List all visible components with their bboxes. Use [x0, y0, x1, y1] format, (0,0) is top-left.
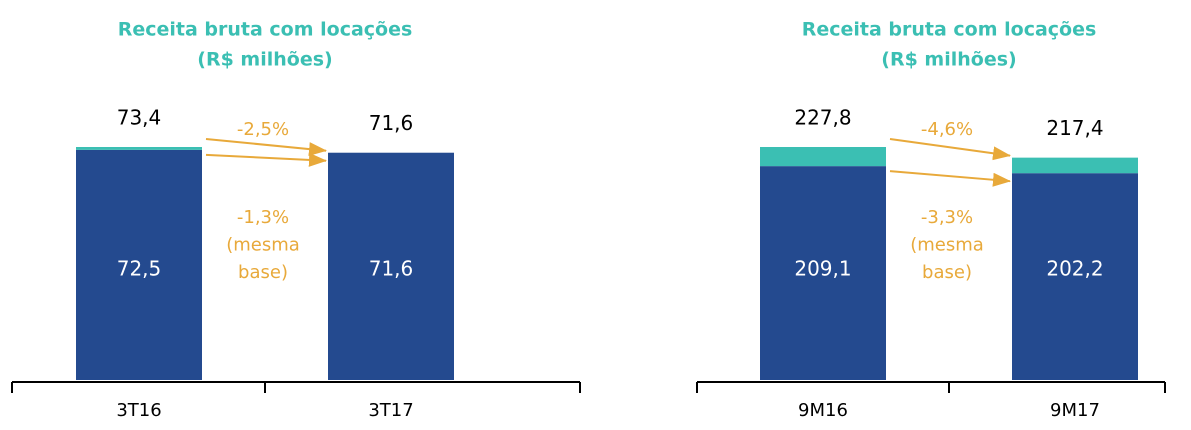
chart-subtitle: (R$ milhões) [197, 49, 332, 71]
x-tick-label: 9M17 [1050, 400, 1100, 421]
bar-segment [760, 147, 886, 167]
bar-segment [1012, 173, 1138, 380]
x-tick-label: 3T16 [116, 400, 161, 421]
annotation: (mesma [910, 235, 984, 256]
bar-segment [76, 147, 202, 150]
total-label: 217,4 [1046, 116, 1103, 140]
annotation: base) [922, 262, 972, 283]
chart-title: Receita bruta com locações [118, 19, 413, 41]
annotation: -1,3% [237, 207, 289, 228]
bar-value-label: 202,2 [1046, 257, 1103, 281]
chart-subtitle: (R$ milhões) [881, 49, 1016, 71]
bar-segment [328, 152, 454, 380]
chart-title: Receita bruta com locações [802, 19, 1097, 41]
x-tick-label: 3T17 [368, 400, 413, 421]
bar-value-label: 71,6 [369, 257, 414, 281]
bar-value-label: 72,5 [117, 257, 162, 281]
bar-value-label: 209,1 [794, 257, 851, 281]
total-label: 73,4 [117, 106, 162, 130]
annotation: base) [238, 262, 288, 283]
arrow [205, 138, 327, 157]
x-tick-label: 9M16 [798, 400, 848, 421]
bar-segment [760, 166, 886, 380]
annotation: -4,6% [921, 119, 973, 140]
annotation: (mesma [226, 235, 300, 256]
annotation: -2,5% [237, 119, 289, 140]
bar-segment [76, 149, 202, 380]
arrow [889, 138, 1011, 161]
arrow [205, 152, 327, 167]
total-label: 71,6 [369, 111, 414, 135]
arrow [889, 170, 1011, 187]
total-label: 227,8 [794, 106, 851, 130]
bar-segment [1012, 157, 1138, 174]
annotation: -3,3% [921, 207, 973, 228]
